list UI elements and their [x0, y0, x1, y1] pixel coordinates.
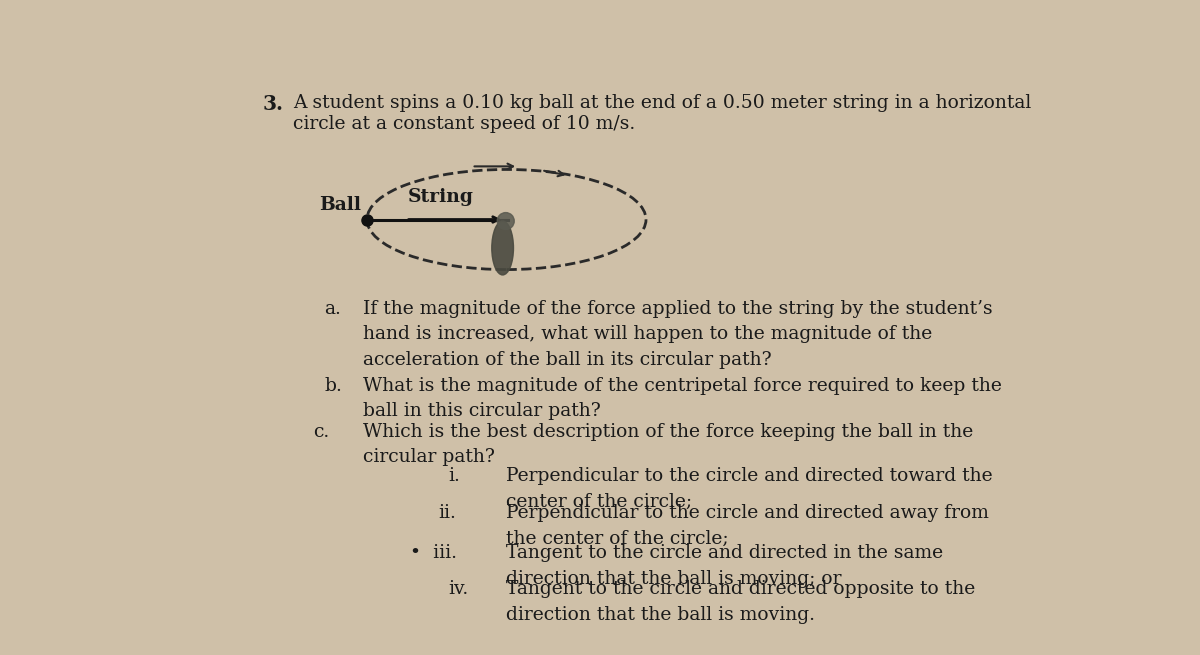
Text: Tangent to the circle and directed opposite to the
direction that the ball is mo: Tangent to the circle and directed oppos…: [506, 580, 976, 624]
Ellipse shape: [497, 213, 515, 229]
Text: 3.: 3.: [263, 94, 283, 114]
Text: String: String: [408, 187, 474, 206]
Text: b.: b.: [324, 377, 342, 394]
Text: i.: i.: [449, 468, 461, 485]
Text: Ball: Ball: [319, 196, 361, 214]
Text: circle at a constant speed of 10 m/s.: circle at a constant speed of 10 m/s.: [293, 115, 636, 133]
Text: Perpendicular to the circle and directed away from
the center of the circle;: Perpendicular to the circle and directed…: [506, 504, 989, 548]
Text: What is the magnitude of the centripetal force required to keep the
ball in this: What is the magnitude of the centripetal…: [364, 377, 1002, 421]
Text: a.: a.: [324, 299, 341, 318]
Ellipse shape: [492, 221, 514, 275]
Text: Perpendicular to the circle and directed toward the
center of the circle;: Perpendicular to the circle and directed…: [506, 468, 994, 511]
Text: c.: c.: [313, 422, 329, 441]
Text: iv.: iv.: [449, 580, 469, 598]
Text: Tangent to the circle and directed in the same
direction that the ball is moving: Tangent to the circle and directed in th…: [506, 544, 943, 588]
Text: ii.: ii.: [438, 504, 456, 523]
Text: If the magnitude of the force applied to the string by the student’s
hand is inc: If the magnitude of the force applied to…: [364, 299, 992, 369]
Text: Which is the best description of the force keeping the ball in the
circular path: Which is the best description of the for…: [364, 422, 973, 466]
Text: •  iii.: • iii.: [409, 544, 457, 563]
Text: A student spins a 0.10 kg ball at the end of a 0.50 meter string in a horizontal: A student spins a 0.10 kg ball at the en…: [293, 94, 1032, 112]
